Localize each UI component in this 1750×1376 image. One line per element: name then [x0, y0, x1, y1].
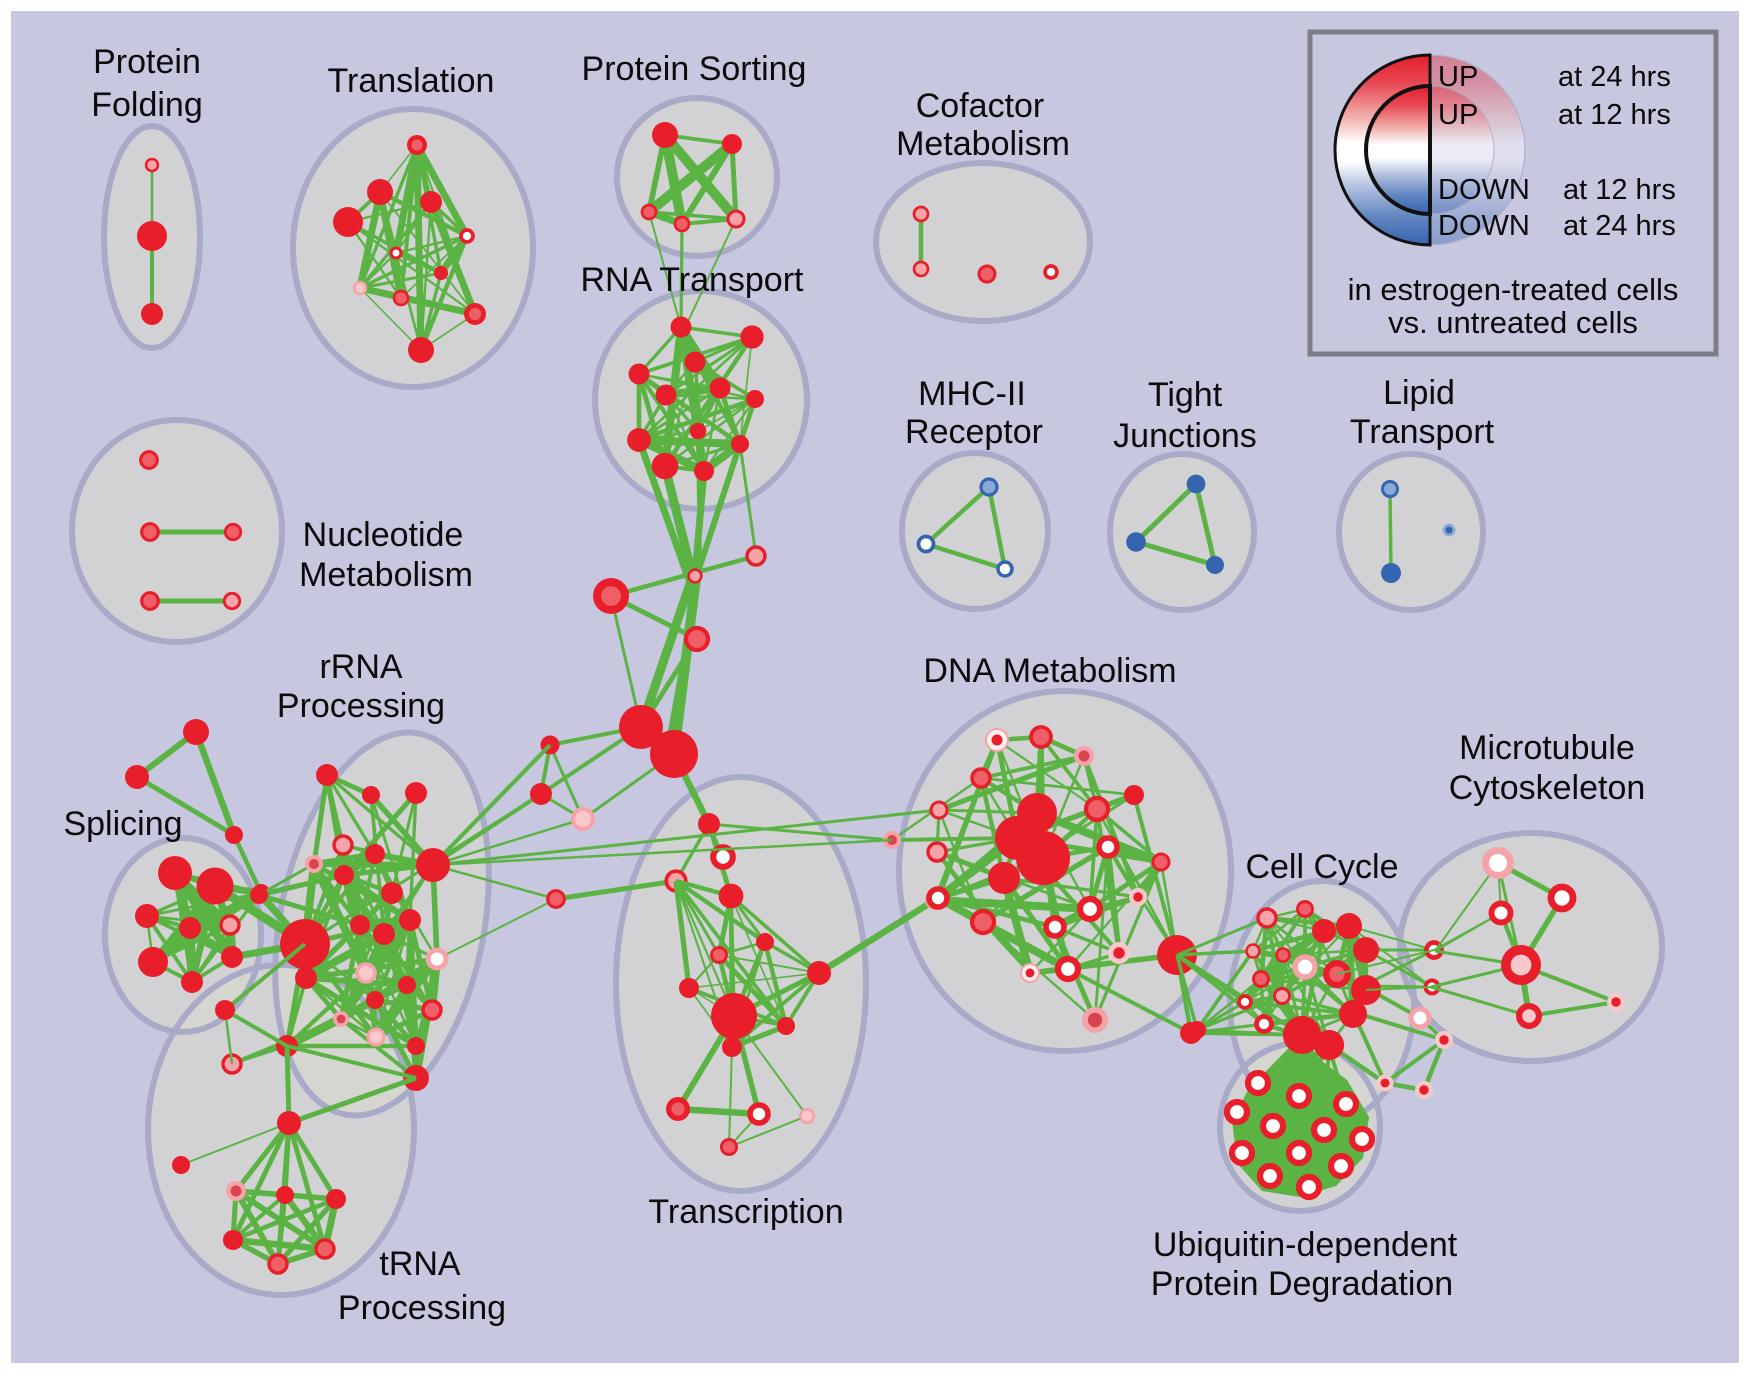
svg-text:vs. untreated cells: vs. untreated cells [1388, 305, 1638, 340]
svg-text:Receptor: Receptor [905, 413, 1043, 451]
svg-text:Transcription: Transcription [648, 1193, 843, 1231]
svg-text:at 24 hrs: at 24 hrs [1558, 61, 1671, 93]
svg-text:Processing: Processing [338, 1289, 506, 1327]
svg-text:tRNA: tRNA [379, 1245, 461, 1283]
svg-text:Metabolism: Metabolism [299, 556, 473, 594]
svg-text:DOWN: DOWN [1438, 210, 1530, 242]
svg-text:Lipid: Lipid [1383, 374, 1455, 412]
svg-text:Cofactor: Cofactor [916, 87, 1045, 125]
svg-text:Nucleotide: Nucleotide [303, 516, 464, 554]
svg-text:at 24 hrs: at 24 hrs [1563, 210, 1676, 242]
svg-text:Protein Degradation: Protein Degradation [1151, 1265, 1453, 1303]
svg-text:at 12 hrs: at 12 hrs [1563, 174, 1676, 206]
svg-text:at 12 hrs: at 12 hrs [1558, 99, 1671, 131]
svg-text:MHC-II: MHC-II [918, 375, 1026, 413]
svg-text:Tight: Tight [1148, 376, 1223, 414]
svg-text:Junctions: Junctions [1113, 417, 1257, 455]
svg-text:Cell Cycle: Cell Cycle [1245, 848, 1398, 886]
svg-text:Splicing: Splicing [63, 805, 182, 843]
svg-text:Protein Sorting: Protein Sorting [582, 50, 807, 88]
svg-text:UP: UP [1438, 61, 1478, 93]
svg-text:DOWN: DOWN [1438, 174, 1530, 206]
svg-text:Metabolism: Metabolism [896, 125, 1070, 163]
svg-text:Processing: Processing [277, 687, 445, 725]
svg-text:Transport: Transport [1350, 413, 1495, 451]
svg-text:Folding: Folding [91, 86, 203, 124]
svg-text:Cytoskeleton: Cytoskeleton [1449, 769, 1646, 807]
svg-text:Translation: Translation [328, 62, 495, 100]
svg-text:Ubiquitin-dependent: Ubiquitin-dependent [1153, 1226, 1458, 1264]
svg-text:RNA Transport: RNA Transport [581, 261, 805, 299]
svg-text:in estrogen-treated cells: in estrogen-treated cells [1348, 272, 1679, 307]
svg-text:Microtubule: Microtubule [1459, 729, 1635, 767]
svg-text:rRNA: rRNA [319, 648, 402, 686]
svg-text:DNA Metabolism: DNA Metabolism [923, 652, 1176, 690]
svg-text:Protein: Protein [93, 43, 201, 81]
svg-text:UP: UP [1438, 99, 1478, 131]
